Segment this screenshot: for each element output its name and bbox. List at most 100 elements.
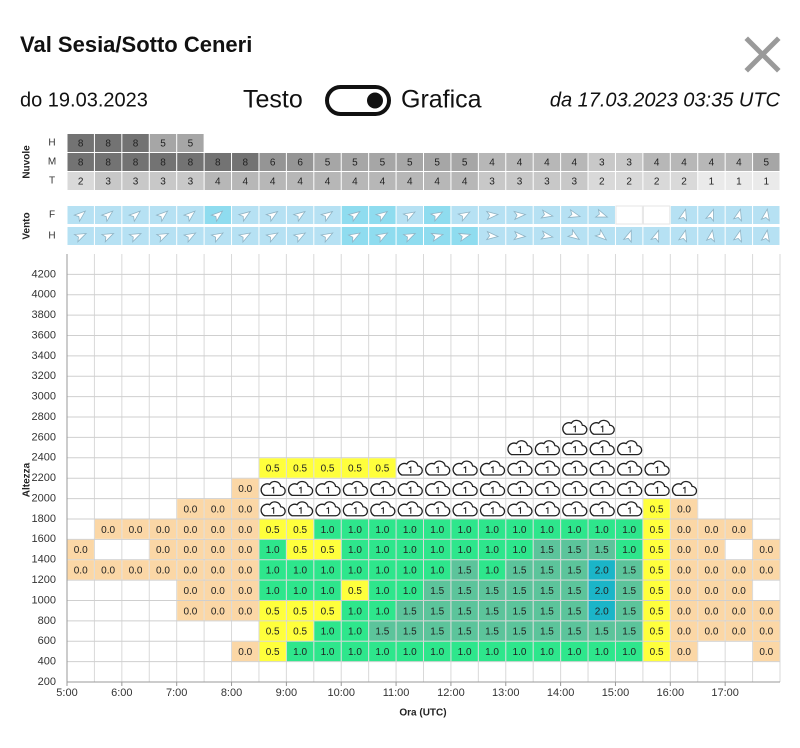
x-tick-label: 14:00 bbox=[547, 687, 575, 699]
wind-arrow bbox=[210, 210, 224, 223]
thermal-cell bbox=[232, 519, 259, 539]
thermal-cell bbox=[94, 560, 122, 580]
thermal-cell bbox=[478, 560, 506, 580]
cloud-cell-value: 6 bbox=[297, 158, 303, 169]
cloud-cell bbox=[478, 172, 506, 190]
cloud-cell-value: 3 bbox=[517, 177, 523, 188]
cloud-mark bbox=[463, 506, 467, 514]
thermal-cell-label: 1.0 bbox=[375, 647, 389, 658]
close-stroke[interactable] bbox=[744, 36, 781, 73]
thermal-cell-label: 0.0 bbox=[211, 586, 225, 597]
y-tick-label: 1800 bbox=[32, 513, 56, 525]
thermal-cell-label: 0.5 bbox=[321, 606, 335, 617]
wind-arrow bbox=[457, 232, 472, 243]
thermal-cell-label: 2.0 bbox=[595, 606, 609, 617]
cloud-icon bbox=[562, 460, 588, 476]
thermal-cell-label: 0.0 bbox=[677, 647, 691, 658]
cloud-icon bbox=[589, 440, 615, 456]
thermal-cell-label: 1.5 bbox=[430, 627, 444, 638]
wind-arrow bbox=[182, 210, 196, 223]
thermal-cell bbox=[588, 621, 615, 641]
thermal-cell-label: 1.5 bbox=[403, 606, 417, 617]
cloud-cell bbox=[259, 153, 286, 171]
thermal-cell-label: 0.0 bbox=[759, 545, 773, 556]
cloud-cell bbox=[286, 153, 314, 171]
wind-arrow bbox=[100, 232, 115, 243]
wind-arrow bbox=[155, 232, 170, 243]
thermal-cell bbox=[424, 641, 451, 662]
cloud-cell-value: 4 bbox=[270, 177, 276, 188]
cloud-mark bbox=[600, 425, 604, 433]
cloud-icon bbox=[617, 480, 643, 497]
cloud-mark bbox=[573, 425, 576, 433]
thermal-cell bbox=[561, 539, 588, 560]
x-tick-label: 13:00 bbox=[492, 687, 520, 699]
cloud-cell-value: 3 bbox=[599, 158, 605, 169]
thermal-cell bbox=[588, 580, 615, 600]
thermal-cell-label: 0.0 bbox=[211, 525, 225, 536]
cloud-cell bbox=[94, 172, 122, 190]
cloud-cell-value: 3 bbox=[489, 177, 495, 188]
toggle-left-label[interactable]: Testo bbox=[243, 86, 303, 114]
thermal-cell bbox=[451, 641, 478, 662]
thermal-cell-label: 1.0 bbox=[348, 647, 362, 658]
thermal-cell-label: 0.5 bbox=[266, 627, 280, 638]
thermal-cell-label: 1.5 bbox=[485, 606, 499, 617]
thermal-cell bbox=[478, 519, 506, 539]
thermal-cell-label: 0.0 bbox=[211, 504, 225, 515]
cloud-cell bbox=[67, 134, 94, 152]
cloud-cell-value: 4 bbox=[654, 158, 660, 169]
cloud-mark bbox=[655, 466, 659, 473]
wind-arrow bbox=[210, 232, 225, 244]
cloud-mark bbox=[435, 466, 439, 473]
wind-arrow bbox=[237, 232, 252, 244]
cloud-cell-value: 3 bbox=[188, 177, 194, 188]
cloud-mark bbox=[573, 486, 576, 494]
cloud-icon bbox=[342, 480, 369, 497]
cloud-mark bbox=[490, 506, 494, 514]
cloud-mark bbox=[298, 506, 302, 514]
cloud-cell bbox=[341, 172, 369, 190]
x-tick-label: 16:00 bbox=[657, 687, 685, 699]
cloud-cell bbox=[314, 153, 341, 171]
thermal-cell-label: 1.0 bbox=[321, 627, 335, 638]
cloud-mark bbox=[298, 486, 302, 494]
thermal-cell-label: 1.5 bbox=[595, 545, 609, 556]
thermal-cell-label: 0.0 bbox=[238, 566, 252, 577]
cloud-mark bbox=[435, 506, 439, 514]
thermal-cell bbox=[478, 600, 506, 621]
y-tick-label: 600 bbox=[38, 635, 56, 647]
thermal-cell bbox=[341, 458, 369, 478]
thermal-cell-label: 1.0 bbox=[266, 545, 280, 556]
thermal-cell-label: 0.5 bbox=[650, 525, 664, 536]
thermal-cell-label: 0.0 bbox=[129, 566, 143, 577]
thermal-cell bbox=[670, 560, 698, 580]
close-button[interactable] bbox=[744, 36, 781, 73]
thermal-cell-label: 0.0 bbox=[238, 484, 252, 495]
cloud-cell bbox=[424, 172, 451, 190]
thermal-cell bbox=[424, 539, 451, 560]
thermal-cell bbox=[670, 600, 698, 621]
cloud-icon bbox=[589, 480, 615, 497]
cloud-cell bbox=[698, 153, 725, 171]
cloud-icon bbox=[507, 440, 533, 456]
cloud-cell bbox=[369, 172, 396, 190]
cloud-mark bbox=[627, 486, 631, 494]
wind-row-label: H bbox=[48, 231, 55, 242]
thermal-cell-label: 0.0 bbox=[238, 545, 252, 556]
wind-cell-empty bbox=[615, 205, 643, 225]
y-tick-label: 2400 bbox=[32, 452, 56, 464]
thermal-cell-label: 1.5 bbox=[430, 586, 444, 597]
toggle-right-label[interactable]: Grafica bbox=[401, 86, 482, 114]
cloud-cell-value: 4 bbox=[380, 177, 386, 188]
toggle-knob[interactable] bbox=[367, 92, 383, 109]
wind-arrow bbox=[429, 211, 444, 223]
thermal-cell bbox=[506, 519, 533, 539]
thermal-cell bbox=[232, 560, 259, 580]
wind-arrow bbox=[374, 232, 389, 244]
thermal-cell-label: 0.0 bbox=[759, 627, 773, 638]
toggle-switch[interactable] bbox=[325, 85, 391, 116]
thermal-cell bbox=[396, 600, 423, 621]
thermal-cell bbox=[643, 621, 670, 641]
thermal-cell-label: 0.5 bbox=[293, 545, 307, 556]
